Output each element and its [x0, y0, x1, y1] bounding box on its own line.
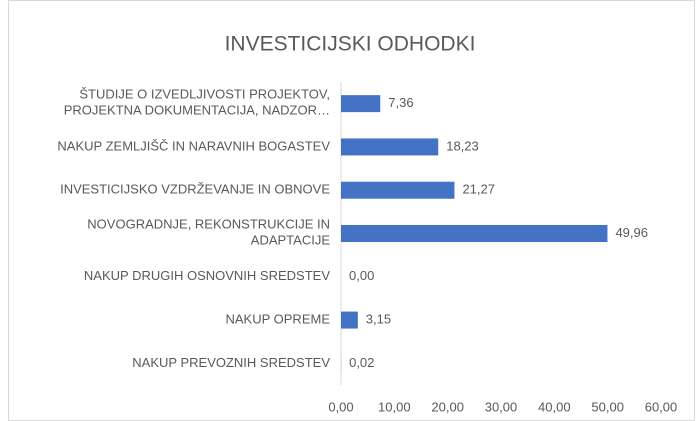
bar [341, 225, 608, 242]
data-label: 21,27 [462, 182, 495, 197]
y-tick-label: INVESTICIJSKO VZDRŽEVANJE IN OBNOVE [60, 182, 330, 197]
data-label: 18,23 [446, 138, 479, 153]
y-tick-label: ŠTUDIJE O IZVEDLJIVOSTI PROJEKTOV, PROJEK… [64, 87, 330, 118]
data-label: 3,15 [366, 312, 391, 327]
bar [341, 138, 439, 156]
x-tick-label: 60,00 [645, 399, 678, 414]
y-tick-label: NAKUP PREVOZNIH SREDSTEV [132, 355, 330, 370]
data-label: 0,00 [349, 268, 374, 283]
chart-frame [8, 0, 695, 421]
x-tick-label: 50,00 [591, 399, 624, 414]
bar [341, 181, 455, 199]
bar [341, 311, 358, 329]
data-label: 49,96 [615, 225, 648, 240]
y-tick-label: NOVOGRADNJE, REKONSTRUKCIJE IN ADAPTACIJE [87, 217, 330, 248]
x-tick-label: 40,00 [538, 399, 571, 414]
bar [341, 95, 381, 113]
x-tick-label: 20,00 [431, 399, 464, 414]
x-tick-label: 0,00 [328, 399, 353, 414]
data-label: 7,36 [388, 95, 413, 110]
data-label: 0,02 [349, 355, 374, 370]
chart-title: INVESTICIJSKI ODHODKI [225, 33, 476, 56]
y-tick-label: NAKUP ZEMLJIŠČ IN NARAVNIH BOGASTEV [57, 138, 330, 153]
x-tick-label: 30,00 [485, 399, 518, 414]
x-tick-label: 10,00 [378, 399, 411, 414]
y-tick-label: NAKUP DRUGIH OSNOVNIH SREDSTEV [84, 268, 330, 283]
y-tick-label: NAKUP OPREME [225, 312, 330, 327]
